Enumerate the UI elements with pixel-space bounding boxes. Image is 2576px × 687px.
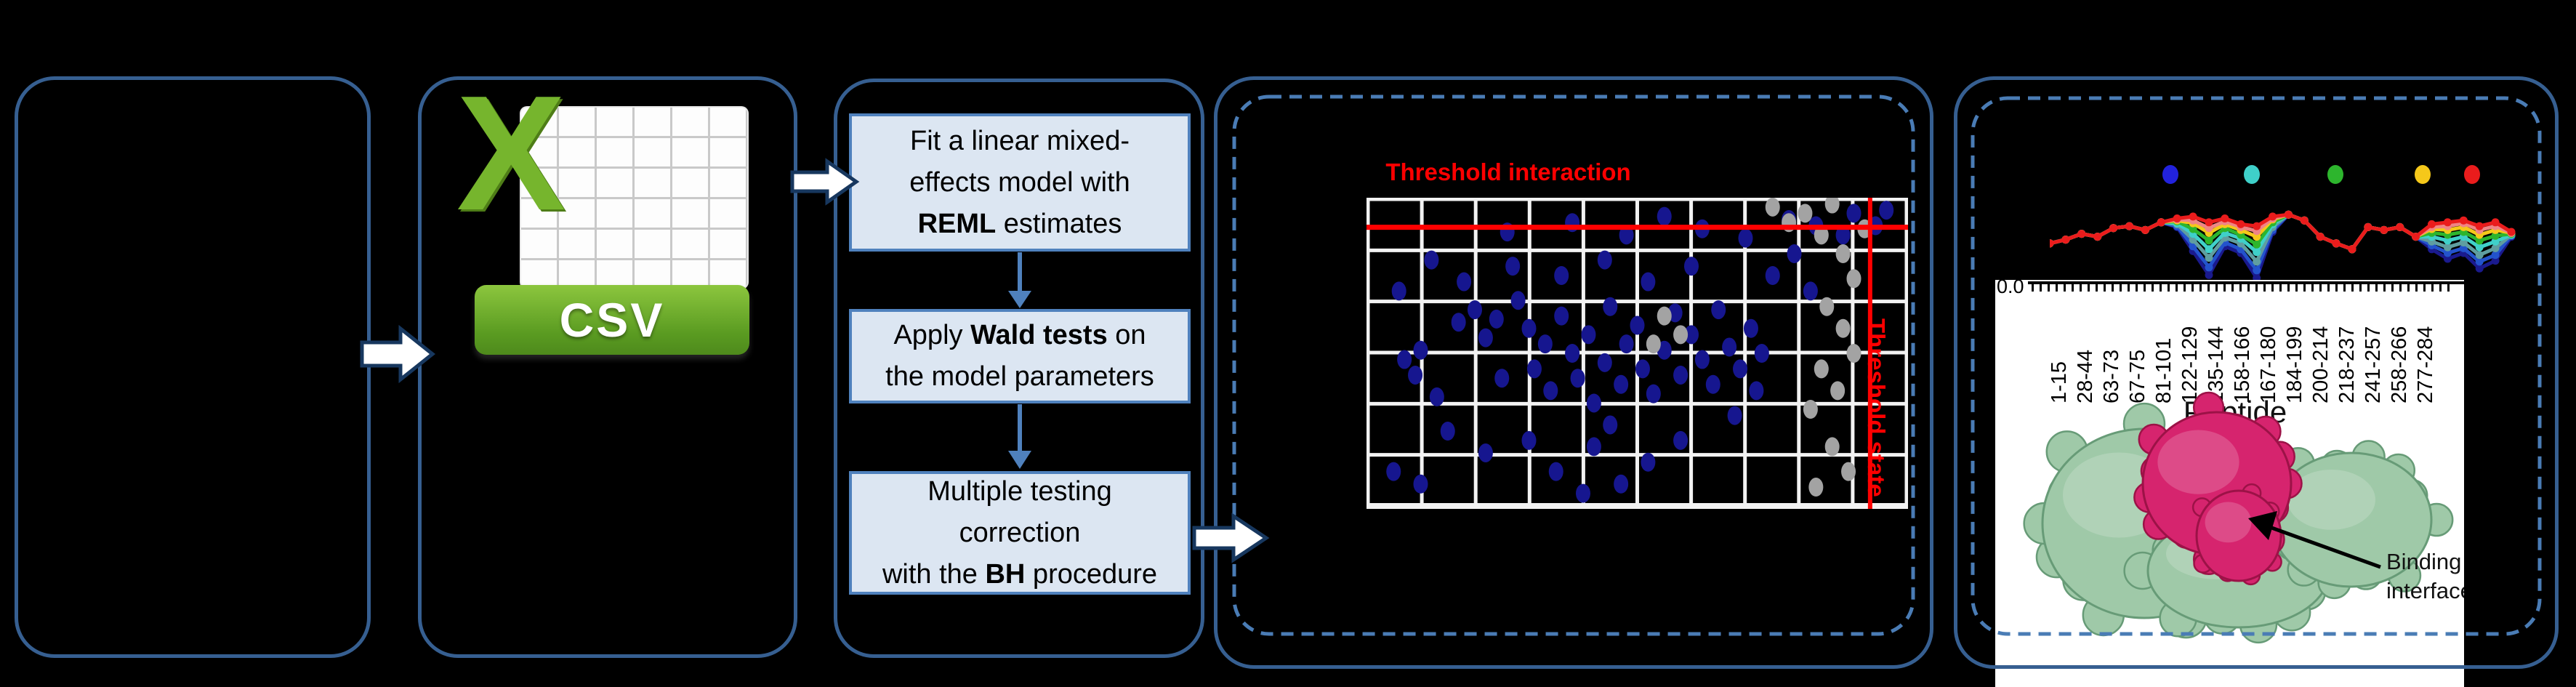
flow-box-line: the model parameters	[885, 361, 1154, 392]
panel-scatter-result	[1214, 76, 1933, 669]
excel-x-icon: X	[456, 61, 566, 244]
flow-box-line: Fit a linear mixed-	[910, 125, 1130, 156]
flow-box-line: REML estimates	[917, 208, 1122, 239]
flow-box-bh: Multiple testing correction with the BH pr…	[849, 471, 1191, 595]
panel-csv-export	[418, 76, 797, 658]
flow-box-reml: Fit a linear mixed-effects model with REM…	[849, 113, 1191, 252]
threshold-interaction-label: Threshold interaction	[1385, 158, 1631, 185]
flow-box-wald: Apply Wald tests on the model parameters	[849, 309, 1191, 403]
flow-box-line: Multiple testing	[927, 475, 1112, 507]
panel-peptide-result	[1954, 76, 2559, 669]
threshold-state-label: Threshold state	[1863, 318, 1890, 497]
flow-box-line: with the BH procedure	[882, 558, 1158, 590]
panel-statistics-flow	[834, 79, 1204, 658]
flow-box-line: correction	[959, 517, 1081, 548]
csv-banner-label: CSV	[559, 293, 665, 347]
flow-box-line: Apply Wald tests on	[893, 320, 1146, 350]
csv-file-icon: X CSV	[451, 71, 756, 361]
spreadsheet-grid-icon	[520, 106, 749, 289]
csv-banner: CSV	[475, 285, 749, 355]
panel-input-empty	[15, 76, 371, 658]
flow-box-line: effects model with	[909, 166, 1130, 198]
